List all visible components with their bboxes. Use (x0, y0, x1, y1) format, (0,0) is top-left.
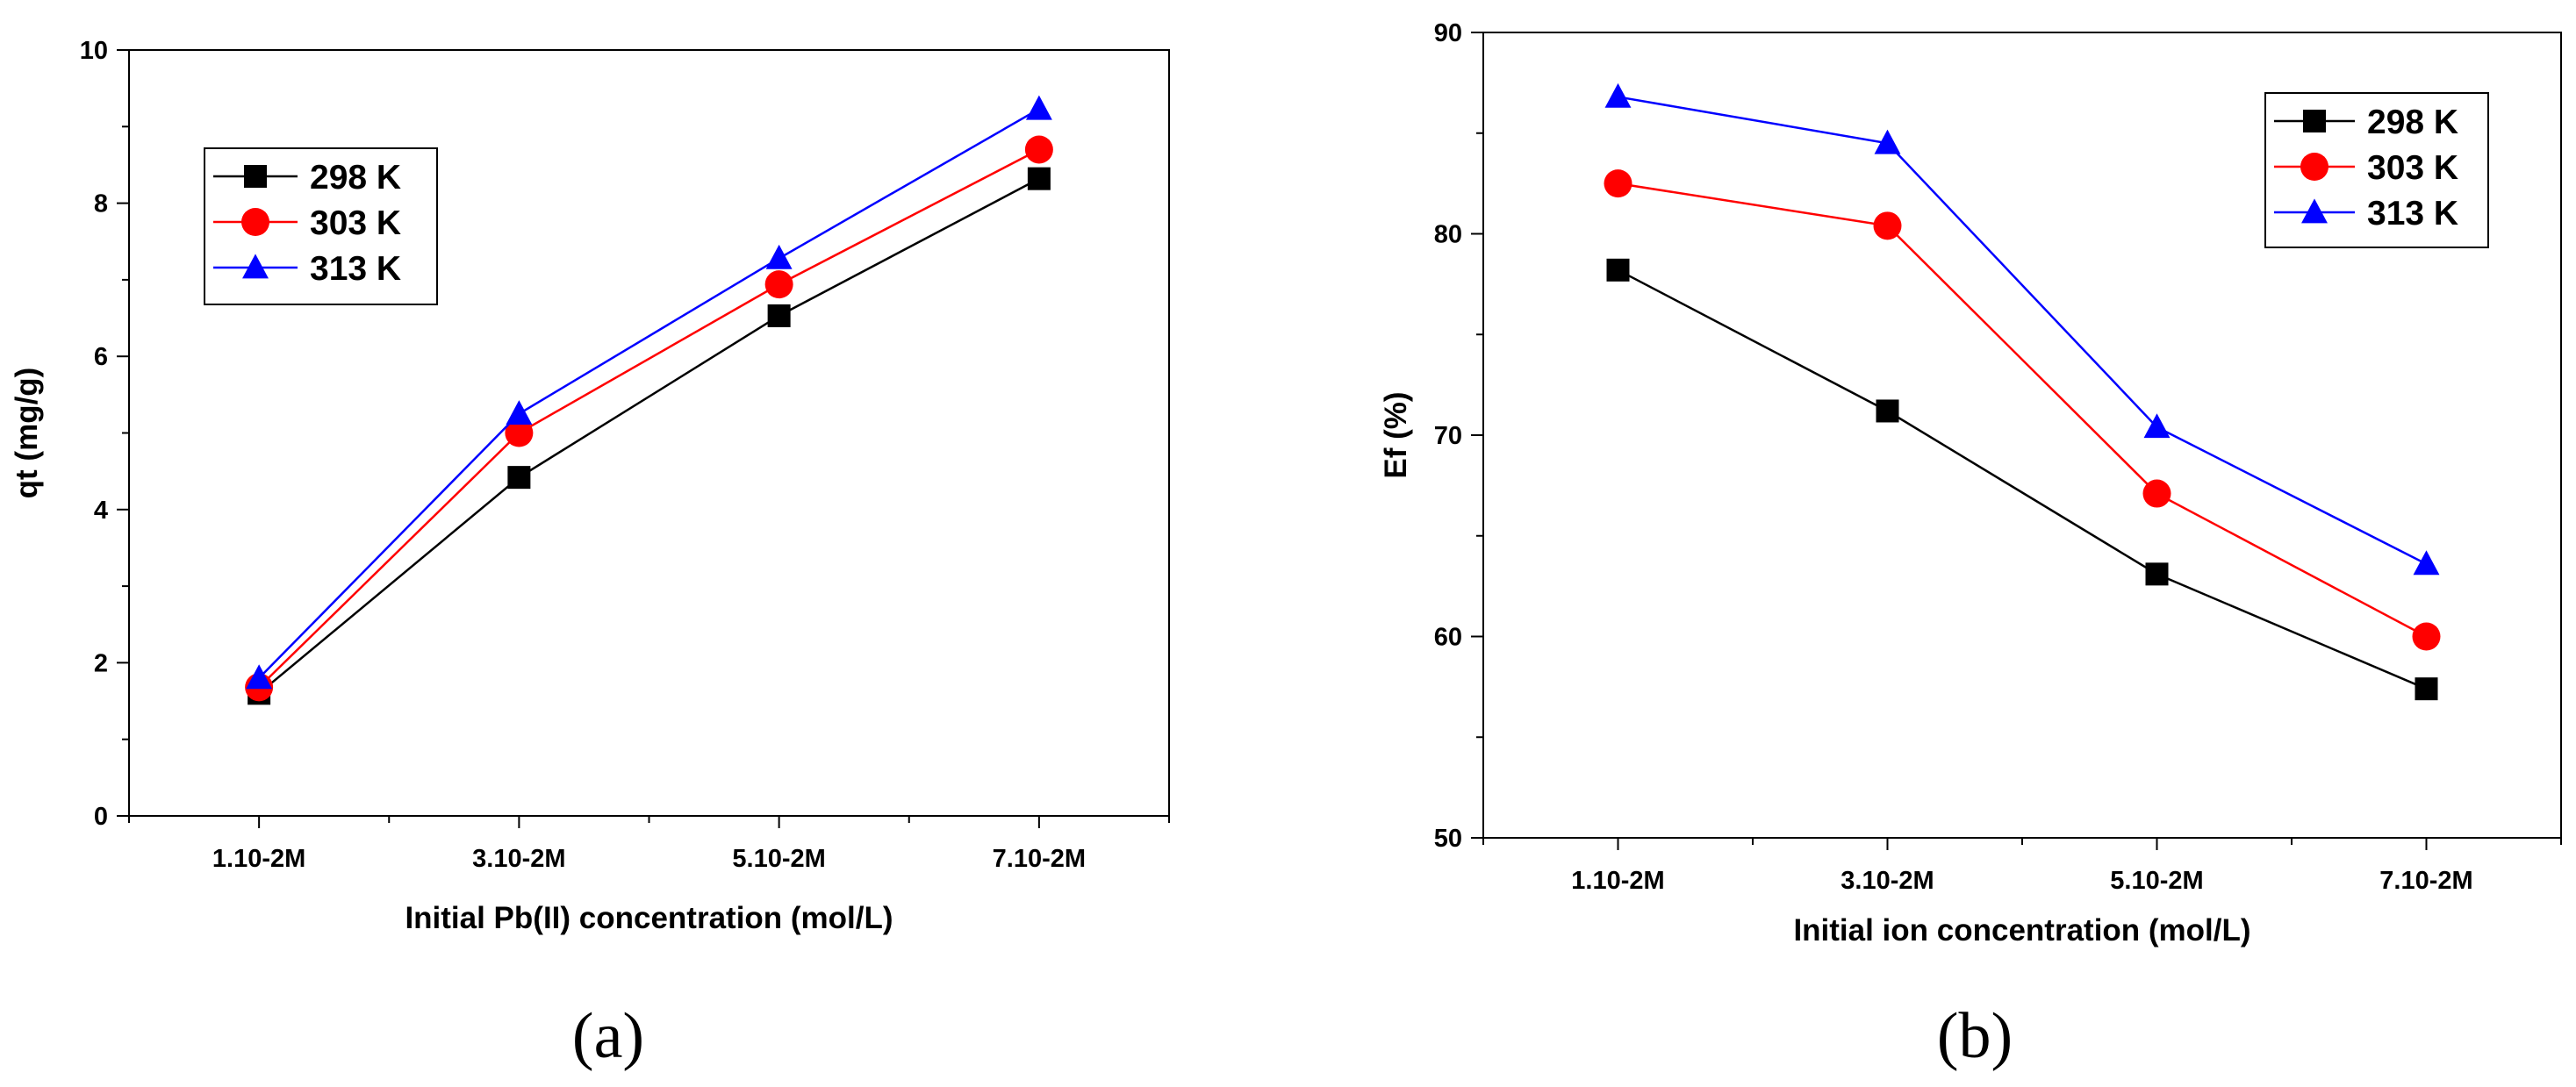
y-tick-label: 0 (94, 803, 108, 831)
x-axis-title: Initial ion concentration (mol/L) (1793, 913, 2250, 948)
y-axis-title: Ef (%) (1379, 391, 1413, 478)
y-tick-label: 6 (94, 343, 108, 371)
data-point (1604, 169, 1632, 198)
data-point (1873, 211, 1902, 240)
data-point (764, 270, 793, 299)
legend-marker (2300, 153, 2328, 181)
legend-marker (241, 208, 269, 236)
data-point (1025, 95, 1052, 120)
legend-label: 313 K (310, 250, 401, 288)
series-line (1618, 182, 2428, 638)
data-point (2145, 562, 2169, 586)
legend-marker (244, 165, 267, 188)
legend-label: 298 K (2367, 104, 2458, 141)
legend-marker (242, 254, 269, 279)
y-tick-label: 2 (94, 649, 108, 677)
x-tick-label: 7.10-2M (2379, 867, 2472, 895)
x-axis-title: Initial Pb(II) concentration (mol/L) (405, 901, 893, 935)
legend: 298 K 303 K 313 K (204, 147, 438, 305)
series-line (258, 148, 1040, 689)
data-point (505, 418, 534, 447)
y-tick-label: 4 (94, 497, 108, 525)
data-point (507, 466, 531, 490)
x-tick-label: 3.10-2M (1841, 867, 1934, 895)
panel-label: (a) (572, 1000, 644, 1072)
data-point (1874, 129, 1901, 154)
x-tick-label: 7.10-2M (993, 845, 1086, 873)
y-axis-title: qt (mg/g) (10, 368, 44, 499)
chart-panel-b: 1.10-2M 3.10-2M 5.10-2M 7.10-2M 50 60 70 80 90 In… (1379, 19, 2562, 1072)
series-line (258, 108, 1040, 679)
data-point (767, 304, 791, 327)
legend: 298 K 303 K 313 K (2264, 92, 2489, 248)
x-tick-label: 3.10-2M (472, 845, 565, 873)
data-point (1024, 135, 1053, 164)
data-point (2143, 413, 2171, 439)
y-tick-label: 60 (1434, 624, 1462, 652)
panel-label: (b) (1937, 1000, 2013, 1072)
data-point (246, 664, 273, 690)
legend-marker (2301, 198, 2328, 224)
data-point (1606, 258, 1630, 282)
data-point (2415, 677, 2438, 701)
chart-panel-a: 1.10-2M 3.10-2M 5.10-2M 7.10-2M 0 2 4 6 8 10 Initi… (10, 37, 1170, 1072)
data-point (2412, 622, 2441, 651)
legend-label: 298 K (310, 159, 401, 197)
data-point (765, 244, 793, 269)
data-point (1876, 399, 1899, 423)
y-tick-label: 8 (94, 190, 108, 218)
x-tick-label: 1.10-2M (212, 845, 305, 873)
legend-marker (2303, 110, 2326, 132)
y-tick-label: 50 (1434, 825, 1462, 853)
series-line (1617, 268, 2427, 690)
legend-label: 303 K (310, 204, 401, 242)
y-tick-label: 70 (1434, 422, 1462, 450)
data-point (2142, 479, 2171, 508)
series-line (1618, 96, 2428, 565)
data-point (506, 400, 533, 426)
y-tick-label: 10 (80, 37, 108, 65)
data-point (1027, 167, 1051, 190)
x-tick-label: 1.10-2M (1571, 867, 1664, 895)
x-tick-label: 5.10-2M (2110, 867, 2203, 895)
legend-label: 303 K (2367, 149, 2458, 187)
y-tick-label: 90 (1434, 19, 1462, 47)
data-point (2413, 550, 2440, 576)
x-tick-label: 5.10-2M (732, 845, 825, 873)
series-line (258, 177, 1040, 695)
y-tick-label: 80 (1434, 221, 1462, 249)
legend-label: 313 K (2367, 195, 2458, 232)
data-point (1604, 82, 1632, 108)
